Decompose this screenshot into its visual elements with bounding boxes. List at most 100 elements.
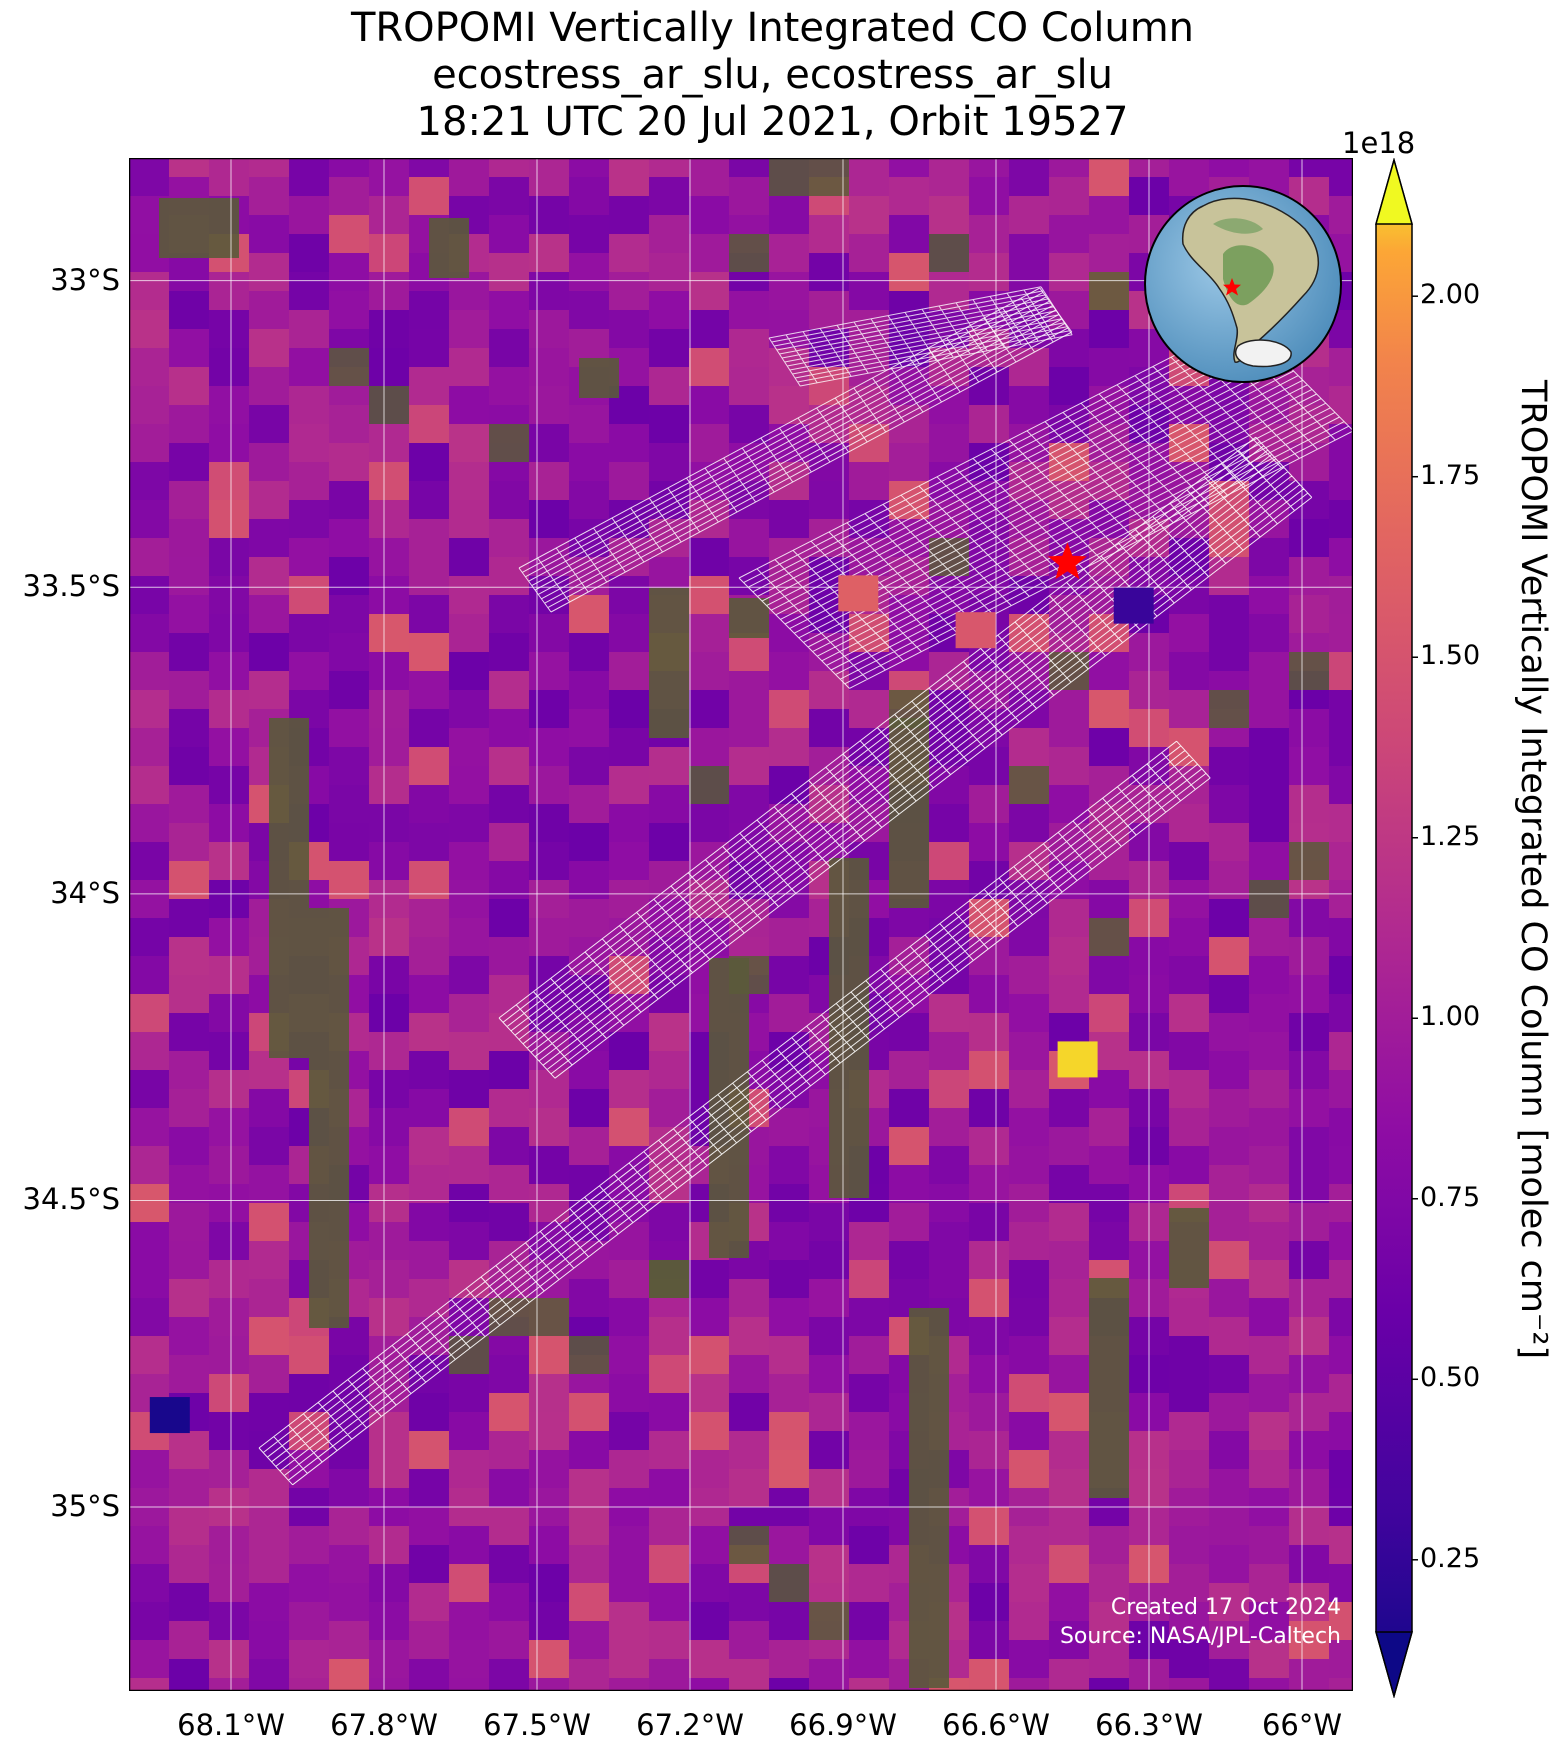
co-pixel — [689, 1374, 729, 1412]
latitude-label: 33°S — [50, 262, 120, 297]
latitude-label: 34.5°S — [22, 1182, 120, 1217]
co-pixel — [449, 614, 489, 652]
co-pixel — [1249, 690, 1289, 728]
co-pixel — [609, 842, 649, 880]
co-pixel — [1289, 1659, 1329, 1691]
vegetation-patch — [489, 1298, 529, 1336]
co-pixel — [969, 1545, 1009, 1583]
co-pixel — [1049, 1317, 1089, 1355]
co-pixel — [169, 405, 209, 443]
co-pixel — [1009, 1564, 1049, 1602]
co-pixel — [1209, 899, 1249, 937]
co-pixel — [929, 652, 969, 690]
co-pixel — [529, 196, 569, 234]
co-pixel — [1329, 728, 1353, 766]
co-pixel — [169, 1355, 209, 1393]
co-pixel — [209, 1564, 249, 1602]
co-pixel — [1169, 1070, 1209, 1108]
co-pixel — [769, 234, 809, 272]
co-pixel — [1289, 1165, 1329, 1203]
co-pixel — [569, 823, 609, 861]
co-pixel — [489, 215, 529, 253]
co-pixel — [409, 481, 449, 519]
vegetation-stripe — [649, 588, 689, 738]
co-pixel — [609, 234, 649, 272]
co-pixel — [329, 1507, 369, 1545]
co-pixel — [569, 481, 609, 519]
co-pixel — [449, 918, 489, 956]
target-site-star-icon[interactable] — [1047, 542, 1087, 580]
co-pixel — [489, 1013, 529, 1051]
vegetation-stripe — [159, 198, 239, 258]
colorbar-tick-label: 1.25 — [1420, 820, 1481, 852]
co-pixel — [929, 994, 969, 1032]
co-pixel — [649, 1203, 689, 1241]
vegetation-patch — [929, 234, 969, 272]
co-pixel — [329, 1659, 369, 1691]
co-pixel — [489, 1431, 529, 1469]
co-pixel — [1289, 158, 1329, 177]
co-pixel — [1089, 956, 1129, 994]
co-pixel — [769, 652, 809, 690]
co-pixel — [369, 272, 409, 310]
co-pixel — [529, 272, 569, 310]
co-pixel — [369, 614, 409, 652]
co-pixel — [1289, 747, 1329, 785]
co-pixel — [849, 158, 889, 196]
co-pixel — [1209, 1659, 1249, 1691]
co-pixel — [969, 1013, 1009, 1051]
co-pixel — [1209, 1165, 1249, 1203]
co-pixel — [769, 918, 809, 956]
co-pixel — [409, 1127, 449, 1165]
co-pixel — [489, 1621, 529, 1659]
co-pixel — [489, 481, 529, 519]
co-pixel — [1009, 728, 1049, 766]
co-pixel — [529, 500, 569, 538]
co-pixel — [449, 1374, 489, 1412]
co-pixel — [209, 576, 249, 614]
co-pixel — [169, 1013, 209, 1051]
co-pixel — [889, 1241, 929, 1279]
co-pixel — [1289, 1013, 1329, 1051]
co-pixel — [1289, 1127, 1329, 1165]
co-pixel — [649, 1507, 689, 1545]
co-pixel — [369, 1108, 409, 1146]
co-pixel — [969, 1051, 1009, 1089]
highlight-pixel — [838, 575, 879, 612]
vegetation-stripe — [889, 718, 929, 908]
co-pixel — [249, 1583, 289, 1621]
co-pixel — [1329, 386, 1353, 424]
co-pixel — [449, 1108, 489, 1146]
longitude-label: 67.5°W — [483, 1708, 591, 1742]
co-pixel — [169, 158, 209, 177]
co-pixel — [729, 329, 769, 367]
co-pixel — [409, 367, 449, 405]
co-pixel — [689, 728, 729, 766]
co-column-map[interactable]: Created 17 Oct 2024 Source: NASA/JPL-Cal… — [129, 158, 1353, 1691]
co-pixel — [689, 1298, 729, 1336]
co-pixel — [1249, 652, 1289, 690]
co-pixel — [769, 1298, 809, 1336]
globe-inset-icon — [1144, 185, 1342, 383]
co-pixel — [1249, 1070, 1289, 1108]
co-pixel — [129, 1564, 169, 1602]
co-pixel — [729, 1317, 769, 1355]
co-pixel — [969, 785, 1009, 823]
co-pixel — [1089, 1108, 1129, 1146]
co-pixel — [969, 671, 1009, 709]
co-pixel — [649, 1659, 689, 1691]
co-pixel — [1009, 1260, 1049, 1298]
co-pixel — [1089, 1564, 1129, 1602]
co-pixel — [1049, 785, 1089, 823]
co-pixel — [1209, 1317, 1249, 1355]
co-pixel — [729, 557, 769, 595]
colorbar-tick-label: 0.50 — [1420, 1362, 1481, 1394]
co-pixel — [889, 215, 929, 253]
co-pixel — [489, 1241, 529, 1279]
co-pixel — [1049, 158, 1089, 177]
vegetation-patch — [1209, 690, 1249, 728]
vegetation-patch — [1089, 918, 1129, 956]
co-pixel — [769, 386, 809, 424]
co-pixel — [369, 538, 409, 576]
co-pixel — [449, 880, 489, 918]
